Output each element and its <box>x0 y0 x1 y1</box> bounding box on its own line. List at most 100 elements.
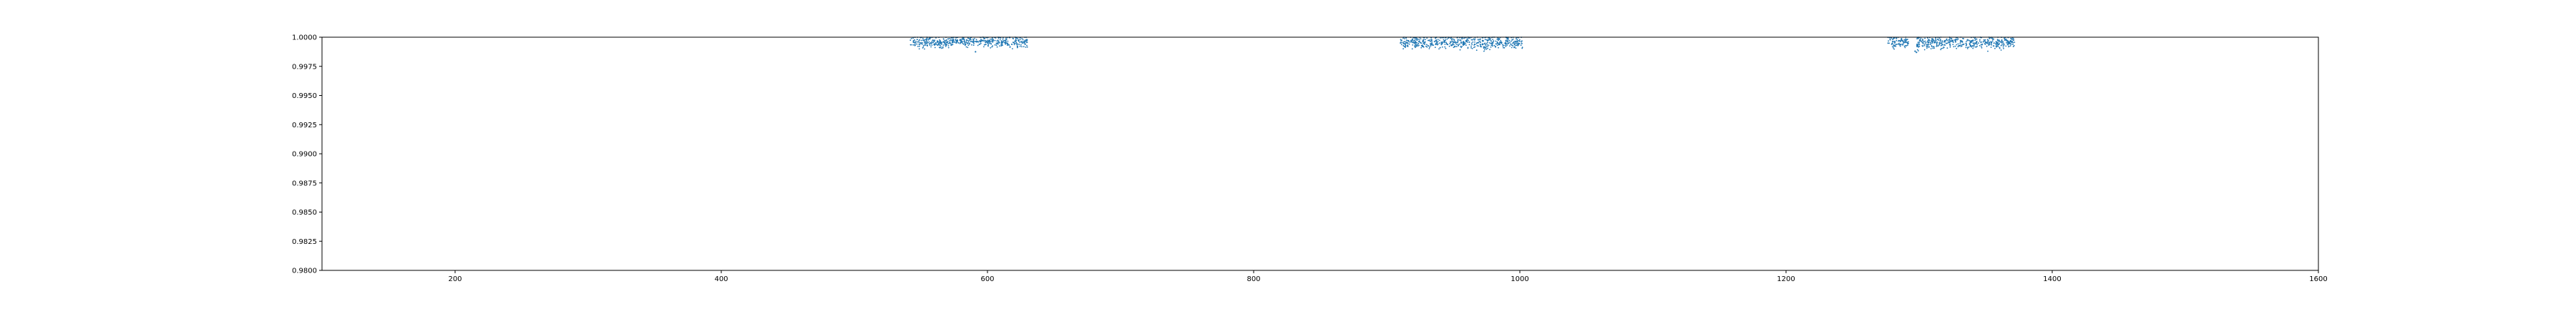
data-point <box>1412 44 1414 46</box>
data-point <box>1405 46 1406 49</box>
data-point <box>1440 37 1441 39</box>
data-point <box>1971 41 1973 43</box>
data-point <box>970 37 972 39</box>
data-point <box>1952 44 1954 46</box>
data-point <box>1412 41 1414 44</box>
data-point <box>1448 45 1450 47</box>
data-point <box>1018 44 1020 45</box>
data-point <box>1893 45 1896 46</box>
data-point <box>1500 39 1502 41</box>
data-point <box>1417 38 1418 40</box>
data-point <box>996 40 998 42</box>
data-point <box>1477 39 1479 41</box>
data-point <box>1023 42 1025 44</box>
data-point <box>2001 44 2003 46</box>
data-point <box>947 38 949 39</box>
data-point <box>924 48 925 50</box>
data-point <box>919 42 921 44</box>
data-point <box>1014 42 1016 44</box>
data-point <box>1463 44 1464 46</box>
data-point <box>1493 44 1496 46</box>
data-point <box>1420 38 1422 40</box>
data-point <box>932 39 934 41</box>
data-point <box>1976 44 1979 45</box>
data-point <box>1986 39 1989 41</box>
data-point <box>1457 41 1458 44</box>
data-point <box>1981 43 1984 45</box>
data-point <box>1023 46 1025 48</box>
data-point <box>1455 44 1458 45</box>
data-point <box>1961 44 1963 45</box>
data-point <box>1898 42 1900 44</box>
data-point <box>1001 40 1002 41</box>
data-point <box>2006 40 2008 41</box>
data-point <box>968 38 970 39</box>
data-point <box>1996 44 1997 46</box>
data-point <box>2012 43 2014 45</box>
data-point <box>929 44 931 46</box>
data-point <box>2001 42 2003 44</box>
data-point <box>1513 46 1515 49</box>
data-point <box>1976 38 1978 40</box>
data-point <box>1014 40 1015 42</box>
data-point <box>976 41 977 43</box>
data-point <box>1505 41 1507 43</box>
data-point <box>1474 46 1476 48</box>
data-point <box>1931 39 1932 41</box>
data-point <box>933 44 935 45</box>
data-point <box>914 41 917 44</box>
data-point <box>1943 40 1946 42</box>
data-point <box>1481 39 1483 41</box>
data-point <box>1988 39 1989 41</box>
data-point <box>1990 46 1992 48</box>
data-point <box>999 39 1001 41</box>
data-point <box>1498 44 1500 46</box>
y-tick-label: 0.9850 <box>292 209 317 217</box>
data-point <box>932 41 935 44</box>
data-point <box>1405 42 1407 44</box>
data-point <box>1968 43 1971 45</box>
data-point <box>1974 37 1976 39</box>
data-point <box>975 51 977 53</box>
data-point <box>1976 40 1978 42</box>
data-point <box>1906 45 1908 46</box>
data-point <box>1017 43 1019 45</box>
data-point <box>927 45 928 46</box>
data-point <box>1496 39 1498 40</box>
data-point <box>1515 47 1517 49</box>
data-point <box>1449 43 1450 44</box>
data-point <box>1012 41 1014 44</box>
data-point <box>990 47 992 49</box>
data-point <box>1890 37 1893 39</box>
data-point <box>1935 37 1937 39</box>
data-point <box>1513 44 1516 46</box>
data-point <box>1426 46 1428 48</box>
data-point <box>1514 40 1516 42</box>
data-point <box>1431 40 1433 42</box>
data-point <box>1024 39 1026 41</box>
data-point <box>1005 42 1008 44</box>
data-point <box>939 39 941 41</box>
data-point <box>1401 41 1403 44</box>
data-point <box>939 41 941 42</box>
data-point <box>1931 39 1933 40</box>
data-point <box>1403 46 1405 47</box>
data-point <box>1987 43 1989 45</box>
data-point <box>985 41 987 43</box>
data-point <box>917 39 918 41</box>
data-point <box>1996 46 1998 48</box>
data-point <box>1439 42 1440 44</box>
data-point <box>2008 43 2010 44</box>
data-point <box>1501 41 1503 44</box>
data-point <box>912 37 914 39</box>
data-point <box>1509 45 1511 46</box>
data-point <box>1402 44 1405 46</box>
data-point <box>1906 41 1908 44</box>
data-point <box>1954 45 1956 47</box>
data-point <box>1943 41 1945 43</box>
data-point <box>1890 44 1893 45</box>
data-point <box>1451 40 1453 42</box>
data-point <box>1474 44 1476 45</box>
data-point <box>1415 44 1417 46</box>
x-tick-label: 1000 <box>1511 275 1528 283</box>
